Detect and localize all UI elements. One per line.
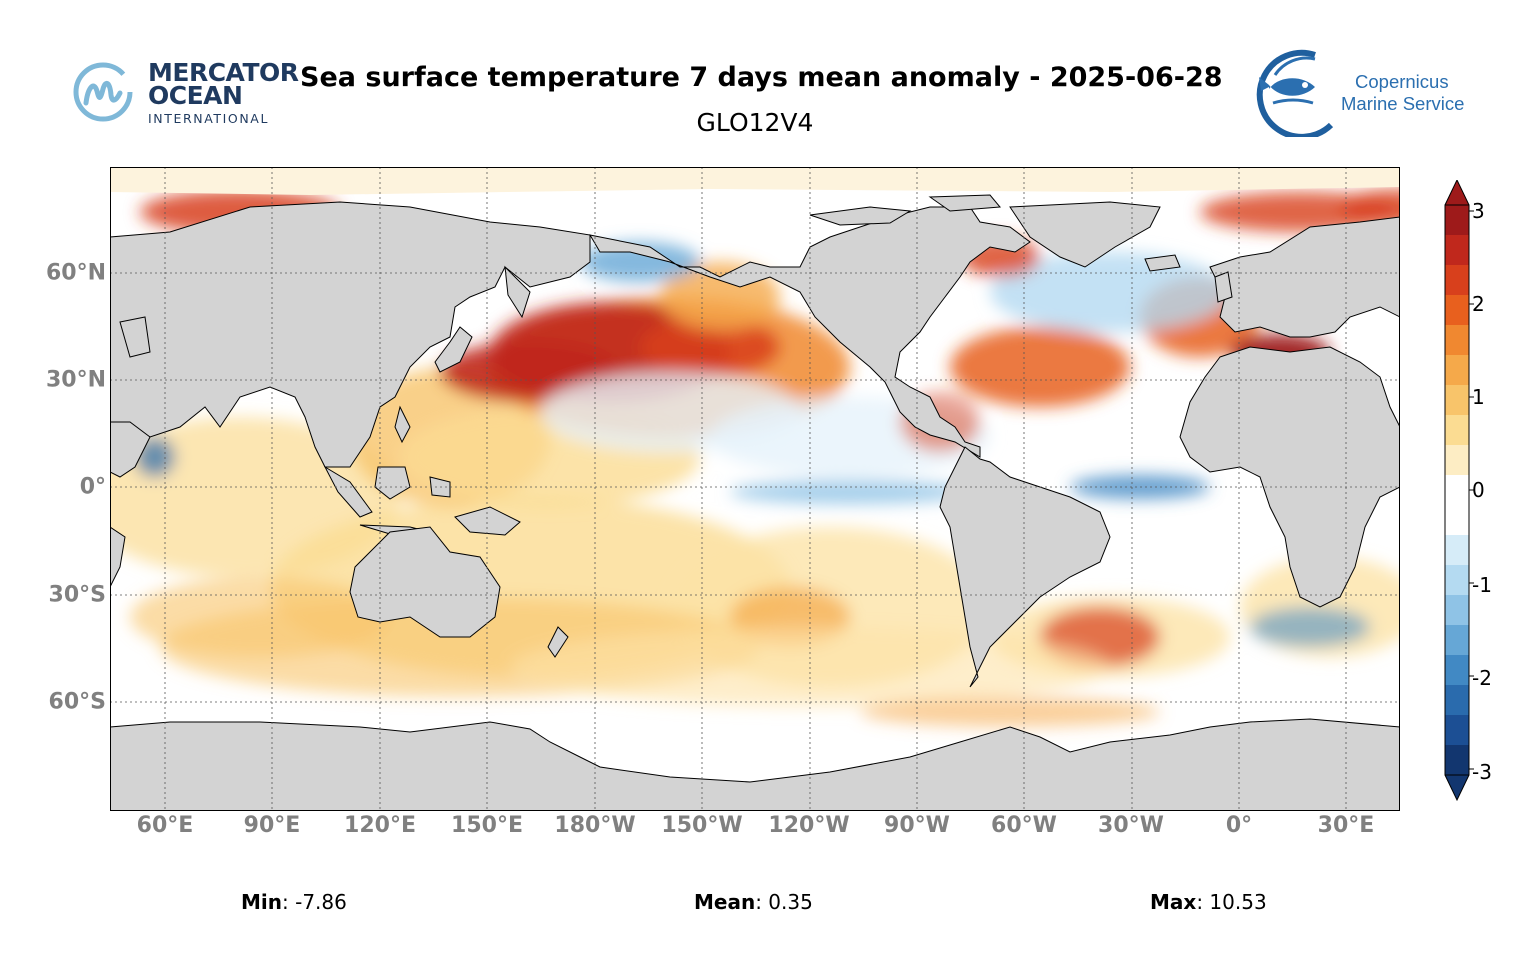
lat-label-60n: 60°N [45, 260, 106, 286]
stat-min-label: Min [241, 890, 282, 914]
lon-label-90w: 90°W [884, 813, 950, 838]
lon-label-0: 0° [1225, 813, 1253, 838]
colorbar-tick-marks [1469, 210, 1474, 770]
colorbar-segment [1445, 205, 1469, 236]
colorbar-segment [1445, 595, 1469, 626]
mercator-logo-line1: MERCATOR [148, 58, 299, 87]
lon-label-150e: 150°E [451, 813, 523, 838]
lon-label-60e: 60°E [136, 813, 194, 838]
stat-min: Min: -7.86 [241, 890, 347, 914]
mercator-m-wave-icon [73, 62, 133, 122]
colorbar-min-extend [1444, 774, 1470, 802]
lat-label-30s: 30°S [48, 582, 106, 608]
colorbar-segment [1445, 745, 1469, 776]
colorbar-max-extend [1444, 180, 1470, 206]
lon-label-150w: 150°W [661, 813, 743, 838]
colorbar-segment [1445, 475, 1469, 506]
colorbar-segment [1445, 505, 1469, 536]
stat-min-value: : -7.86 [282, 890, 347, 914]
stat-mean-label: Mean [694, 890, 756, 914]
lon-label-30w: 30°W [1098, 813, 1164, 838]
lon-label-90e: 90°E [243, 813, 301, 838]
colorbar-segment [1445, 235, 1469, 266]
colorbar-segment [1445, 445, 1469, 476]
lat-label-30n: 30°N [45, 367, 106, 393]
stat-mean-value: : 0.35 [755, 890, 813, 914]
stat-max-label: Max [1150, 890, 1197, 914]
fish-icon [1256, 49, 1334, 137]
colorbar-segment [1445, 535, 1469, 566]
colorbar-segment [1445, 355, 1469, 386]
colorbar-tick-label: 3 [1472, 199, 1485, 223]
colorbar-segments [1445, 205, 1469, 776]
colorbar-tick-label: -2 [1472, 666, 1492, 690]
colorbar-segment [1445, 265, 1469, 296]
copernicus-logo-line2: Marine Service [1341, 93, 1465, 114]
lon-label-60w: 60°W [991, 813, 1057, 838]
mercator-logo-line3: INTERNATIONAL [148, 111, 270, 126]
colorbar-segment [1445, 325, 1469, 356]
colorbar-segment [1445, 295, 1469, 326]
map-frame [110, 167, 1400, 811]
colorbar-segment [1445, 625, 1469, 656]
lon-label-30e: 30°E [1317, 813, 1375, 838]
colorbar-segment [1445, 715, 1469, 746]
copernicus-logo-line1: Copernicus [1355, 71, 1449, 92]
stat-max: Max: 10.53 [1150, 890, 1267, 914]
colorbar-segment [1445, 655, 1469, 686]
mercator-logo-line2: OCEAN [148, 81, 243, 110]
stat-max-value: : 10.53 [1196, 890, 1267, 914]
map-subtitle: GLO12V4 [696, 108, 814, 137]
mercator-logo: MERCATOR OCEAN INTERNATIONAL [70, 55, 300, 135]
lat-label-0: 0° [79, 474, 106, 500]
colorbar-tick-label: 0 [1472, 478, 1485, 502]
lon-label-120w: 120°W [768, 813, 850, 838]
colorbar-segment [1445, 385, 1469, 416]
sst-anomaly-map [110, 167, 1400, 811]
colorbar-segment [1445, 415, 1469, 446]
colorbar-tick-label: -1 [1472, 573, 1492, 597]
colorbar-tick-label: -3 [1472, 760, 1492, 784]
lat-label-60s: 60°S [48, 689, 106, 715]
colorbar-tick-label: 1 [1472, 385, 1485, 409]
colorbar-tick-label: 2 [1472, 292, 1485, 316]
colorbar-segment [1445, 565, 1469, 596]
anomaly-field [110, 189, 1400, 727]
colorbar-segment [1445, 685, 1469, 716]
stat-mean: Mean: 0.35 [694, 890, 813, 914]
colorbar [1444, 180, 1474, 802]
land-masses [110, 167, 1400, 811]
lon-label-120e: 120°E [344, 813, 416, 838]
graticule [110, 167, 1400, 811]
map-title: Sea surface temperature 7 days mean anom… [300, 62, 1223, 93]
lon-label-180w: 180°W [554, 813, 636, 838]
copernicus-logo: Copernicus Marine Service [1245, 45, 1485, 137]
